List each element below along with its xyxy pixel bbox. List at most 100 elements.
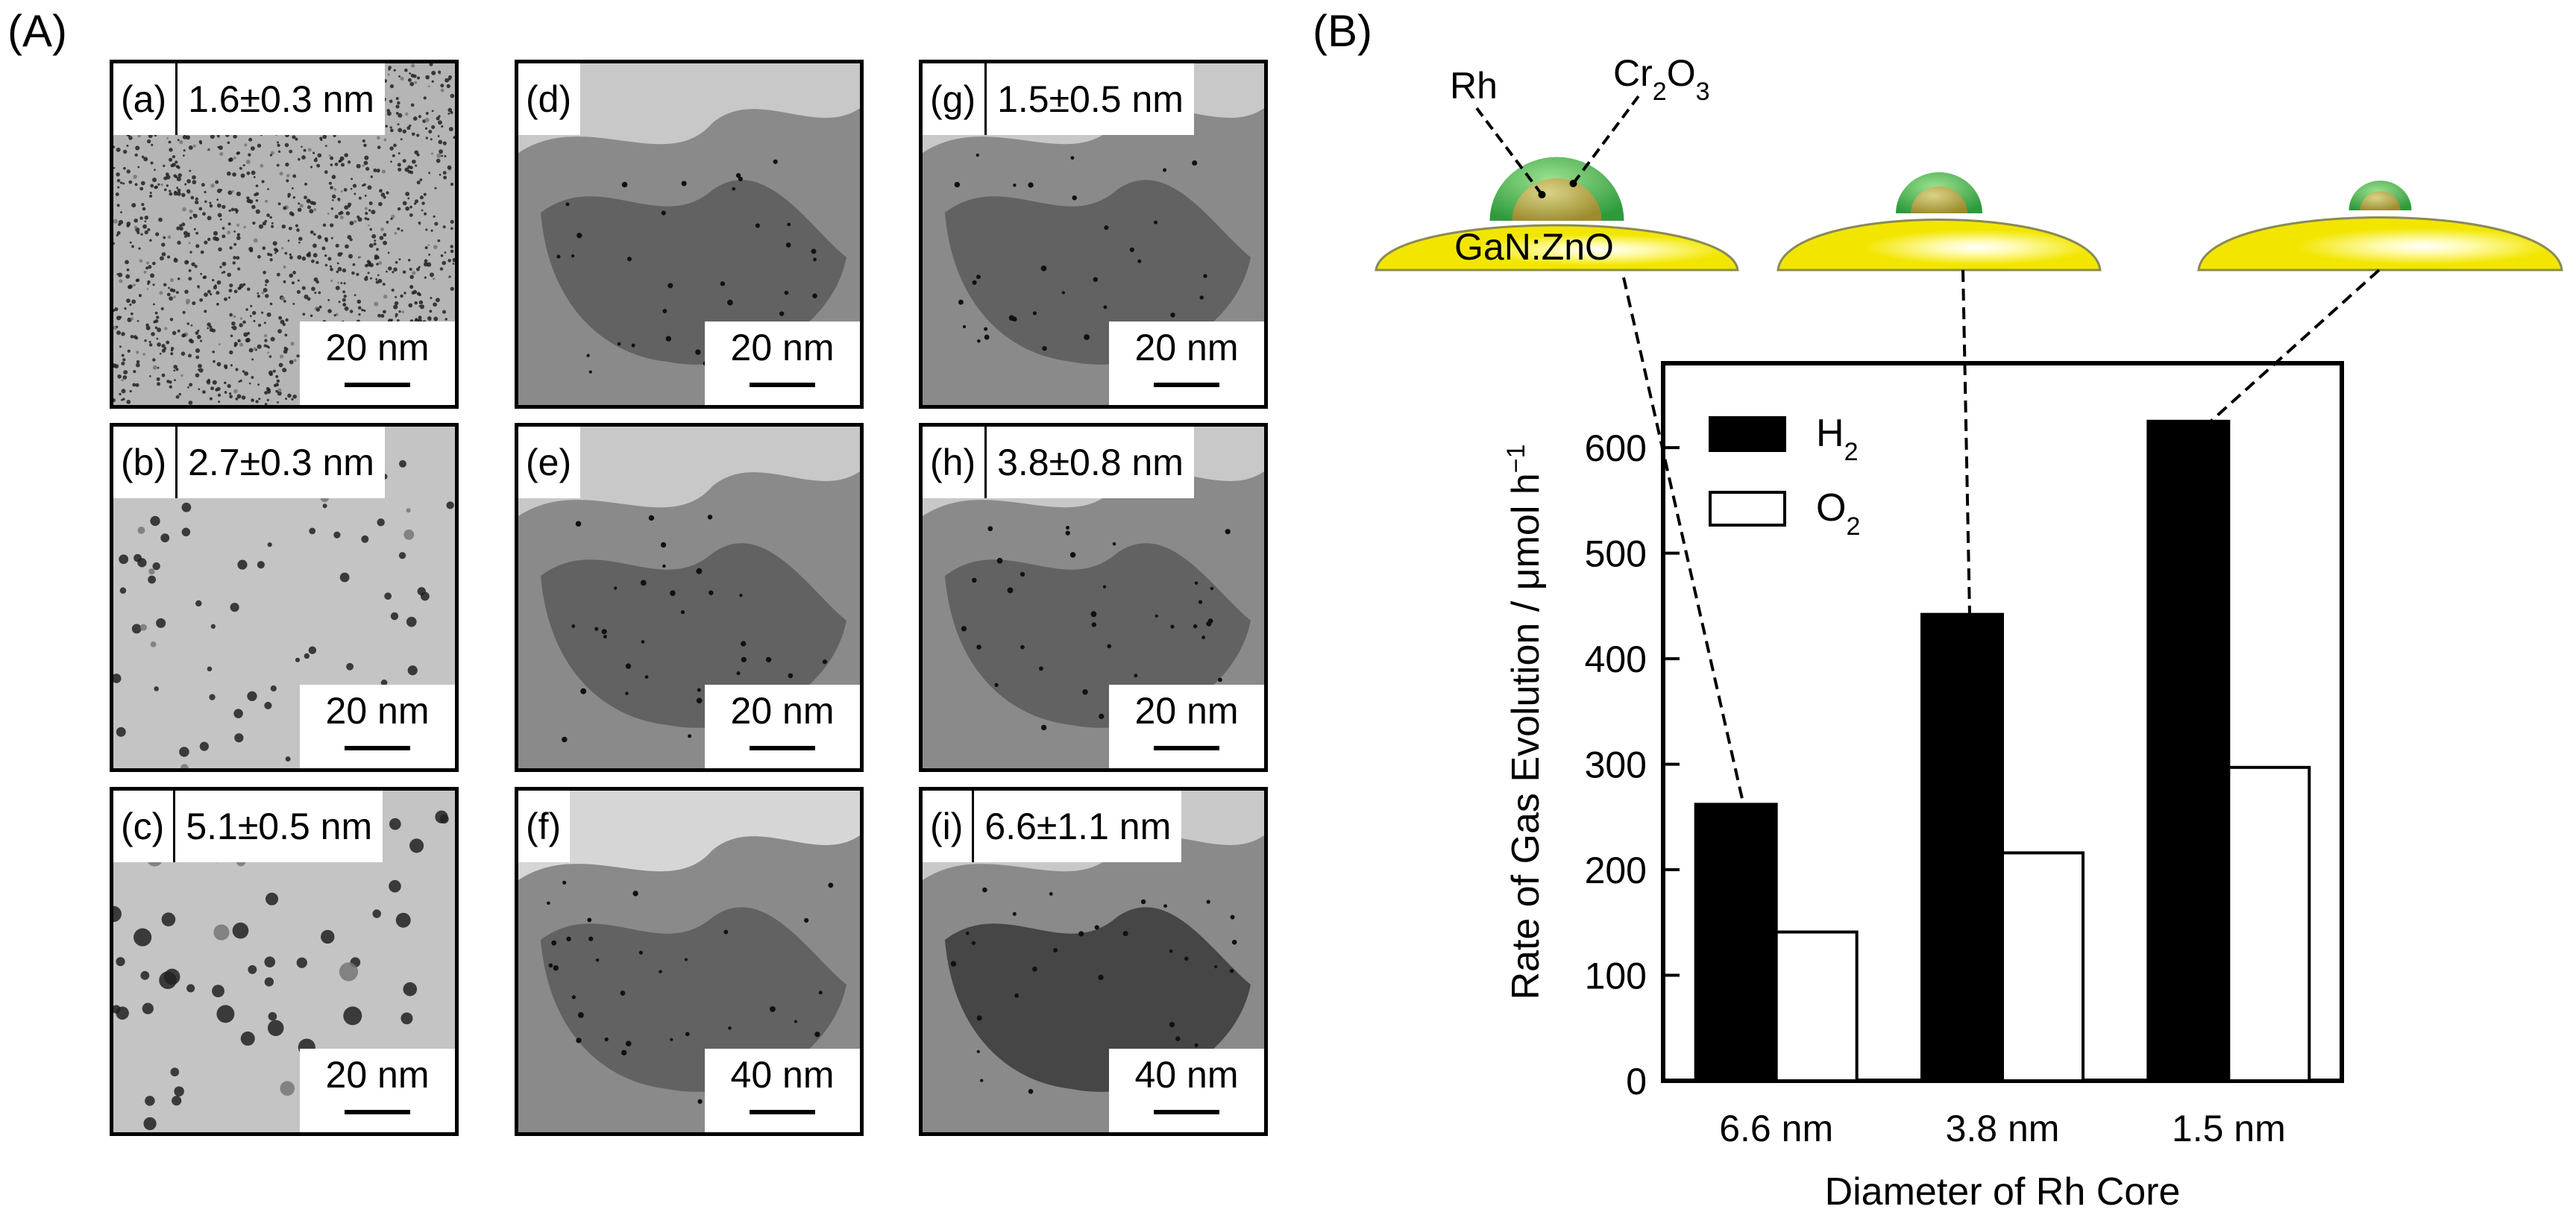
scale-bar-label: 20 nm <box>730 690 835 732</box>
x-axis-label: Diameter of Rh Core <box>1825 1170 2181 1214</box>
tem-label: (d) <box>518 63 581 135</box>
tem-image: (f) 40 nm <box>515 787 864 1136</box>
scale-bar: 40 nm <box>1109 1049 1264 1132</box>
y-tick-label: 300 <box>1585 744 1647 786</box>
y-tick-label: 500 <box>1585 533 1647 575</box>
y-tick-label: 0 <box>1626 1061 1647 1102</box>
particle-size: 2.7±0.3 nm <box>175 427 385 498</box>
tem-panel-letter: (f) <box>526 806 562 847</box>
y-tick-label: 400 <box>1585 638 1647 680</box>
tem-label: (i) 6.6±1.1 nm <box>923 791 1182 862</box>
tem-image: (b) 2.7±0.3 nm 20 nm <box>110 423 459 772</box>
cr2o3-label: Cr2O3 <box>1613 52 1710 106</box>
particle-size: 1.5±0.5 nm <box>984 63 1194 135</box>
legend-swatch <box>1709 416 1786 452</box>
tem-panel-letter: (b) <box>121 442 167 483</box>
bar-o2-1 <box>2001 851 2085 1083</box>
scale-bar: 20 nm <box>300 1049 455 1132</box>
particle-size: 3.8±0.8 nm <box>984 427 1194 498</box>
scale-bar-line <box>750 746 815 750</box>
support-label: GaN:ZnO <box>1454 226 1614 268</box>
tem-image: (d) 20 nm <box>515 60 864 409</box>
scale-bar: 20 nm <box>1109 685 1264 768</box>
tem-label: (h) 3.8±0.8 nm <box>923 427 1194 498</box>
panel-label-a: (A) <box>7 6 67 56</box>
support-dome <box>1375 224 1739 272</box>
scale-bar: 40 nm <box>705 1049 860 1132</box>
scale-bar-line <box>345 1110 410 1114</box>
scale-bar-label: 20 nm <box>325 1054 430 1096</box>
scale-bar-line <box>1154 1110 1219 1114</box>
rh-core <box>1911 186 1967 213</box>
scale-bar: 20 nm <box>705 685 860 768</box>
tem-label: (b) 2.7±0.3 nm <box>113 427 385 498</box>
tem-panel-letter: (e) <box>526 442 572 483</box>
particle-size: 5.1±0.5 nm <box>173 791 383 862</box>
bar-o2-0 <box>1774 930 1859 1083</box>
bar-o2-2 <box>2227 765 2311 1083</box>
bar-h2-2 <box>2146 419 2231 1082</box>
legend-label: O2 <box>1816 486 1860 541</box>
scale-bar-label: 20 nm <box>730 327 835 368</box>
scale-bar-label: 20 nm <box>1134 327 1239 368</box>
y-axis-label: Rate of Gas Evolution / μmol h−1 <box>1502 444 1548 999</box>
tem-image: (i) 6.6±1.1 nm 40 nm <box>919 787 1268 1136</box>
rh-label: Rh <box>1450 65 1498 107</box>
tem-label: (e) <box>518 427 581 498</box>
connector-line-0 <box>1622 277 1745 805</box>
rh-core <box>2360 191 2401 210</box>
scale-bar: 20 nm <box>300 321 455 405</box>
catalyst-particle <box>2197 181 2563 272</box>
scale-bar-line <box>750 383 815 387</box>
connector-lines <box>1622 269 2381 805</box>
tem-image: (c) 5.1±0.5 nm 20 nm <box>110 787 459 1136</box>
legend-label: H2 <box>1816 412 1858 466</box>
connector-line-1 <box>1961 269 1971 615</box>
y-tick-label: 100 <box>1585 955 1647 997</box>
scale-bar: 20 nm <box>1109 321 1264 405</box>
tem-panel-letter: (i) <box>930 806 964 847</box>
tem-panel-letter: (h) <box>930 442 976 483</box>
scale-bar-line <box>1154 383 1219 387</box>
scale-bar-label: 40 nm <box>730 1054 835 1096</box>
scale-bar-line <box>750 1110 815 1114</box>
legend-item-h2: H2 <box>1709 412 1858 466</box>
scale-bar-line <box>345 746 410 750</box>
catalyst-particle <box>1375 92 1739 272</box>
catalyst-particle <box>1777 172 2102 272</box>
tem-label: (g) 1.5±0.5 nm <box>923 63 1194 135</box>
support-dome <box>2197 216 2563 272</box>
panel-label-b: (B) <box>1313 6 1372 56</box>
connector-line-2 <box>2209 269 2381 423</box>
bar-h2-1 <box>1920 612 2004 1082</box>
scale-bar-label: 20 nm <box>325 327 430 368</box>
catalyst-schematic: Rh Cr2O3 GaN:ZnO <box>1375 52 2563 272</box>
y-tick-label: 200 <box>1585 850 1647 891</box>
particle-size: 1.6±0.3 nm <box>175 63 385 135</box>
support-dome <box>1777 219 2102 272</box>
tem-panel-letter: (c) <box>121 806 165 847</box>
scale-bar-line <box>1154 746 1219 750</box>
scale-bar-label: 20 nm <box>325 690 430 732</box>
tem-panel-letter: (d) <box>526 78 572 120</box>
scale-bar: 20 nm <box>705 321 860 405</box>
tem-image: (g) 1.5±0.5 nm 20 nm <box>919 60 1268 409</box>
rh-pointer-line <box>1475 107 1544 196</box>
particle-size: 6.6±1.1 nm <box>972 791 1181 862</box>
x-tick-label: 1.5 nm <box>2172 1108 2286 1149</box>
x-tick-label: 6.6 nm <box>1719 1108 1833 1149</box>
tem-image: (a) 1.6±0.3 nm 20 nm <box>110 60 459 409</box>
tem-panel-letter: (g) <box>930 78 976 120</box>
tem-panel-letter: (a) <box>121 78 167 120</box>
rh-core <box>1512 178 1602 221</box>
legend-swatch <box>1709 491 1786 527</box>
tem-image: (e) 20 nm <box>515 423 864 772</box>
bar-h2-0 <box>1694 803 1778 1082</box>
x-tick-label: 3.8 nm <box>1946 1108 2060 1149</box>
scale-bar-line <box>345 383 410 387</box>
scale-bar-label: 20 nm <box>1134 690 1239 732</box>
scale-bar: 20 nm <box>300 685 455 768</box>
tem-label: (a) 1.6±0.3 nm <box>113 63 385 135</box>
tem-image: (h) 3.8±0.8 nm 20 nm <box>919 423 1268 772</box>
